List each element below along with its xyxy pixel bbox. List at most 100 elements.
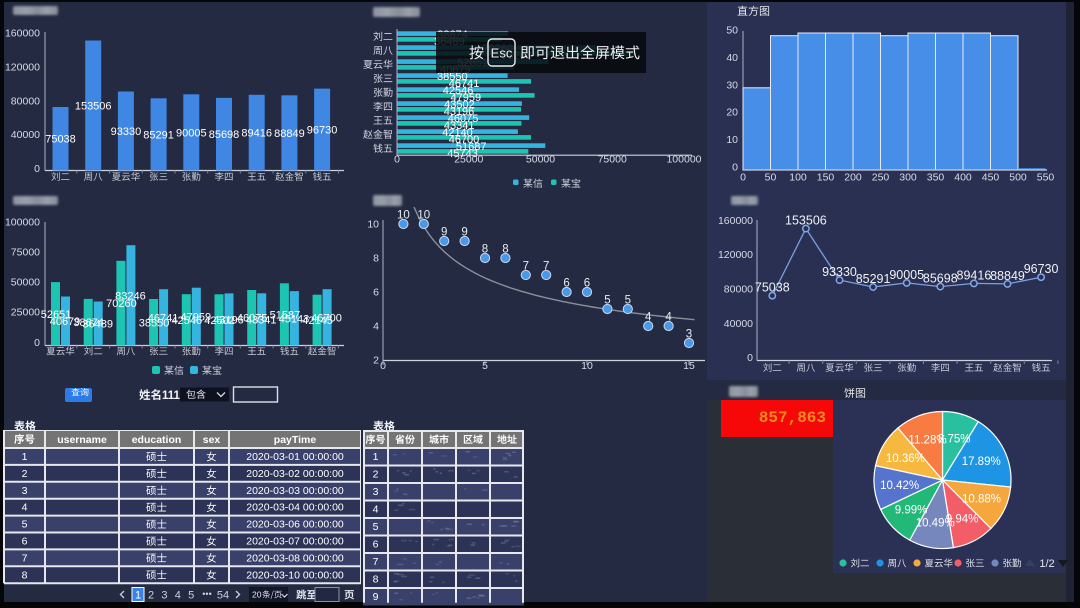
svg-text:42546: 42546 <box>443 85 474 97</box>
svg-text:10.42%: 10.42% <box>880 480 919 492</box>
svg-text:80000: 80000 <box>724 284 753 296</box>
svg-text:2020-03-03 00:00:00: 2020-03-03 00:00:00 <box>246 485 344 497</box>
svg-text:3: 3 <box>161 590 167 602</box>
svg-text:52651: 52651 <box>41 309 72 321</box>
svg-text:46741: 46741 <box>148 312 179 324</box>
svg-text:5: 5 <box>482 360 488 372</box>
svg-text:96730: 96730 <box>307 125 338 137</box>
svg-text:120000: 120000 <box>5 61 40 73</box>
svg-text:15: 15 <box>683 360 695 372</box>
svg-text:10: 10 <box>397 210 410 222</box>
svg-text:93330: 93330 <box>822 265 857 279</box>
svg-text:51587: 51587 <box>270 309 301 321</box>
svg-text:36489: 36489 <box>82 319 113 331</box>
svg-text:38550: 38550 <box>437 71 468 83</box>
svg-text:46700: 46700 <box>449 134 480 146</box>
svg-text:10: 10 <box>367 219 379 231</box>
svg-text:5: 5 <box>625 295 631 307</box>
svg-text:1/2: 1/2 <box>1039 558 1054 570</box>
svg-text:43196: 43196 <box>444 106 475 118</box>
svg-text:2: 2 <box>22 468 28 480</box>
svg-text:8: 8 <box>502 244 508 256</box>
svg-text:0: 0 <box>380 360 386 372</box>
svg-text:89416: 89416 <box>241 128 272 140</box>
svg-text:9.99%: 9.99% <box>895 505 928 517</box>
svg-text:10.49%: 10.49% <box>916 518 955 530</box>
svg-text:42145: 42145 <box>302 315 333 327</box>
svg-text:75038: 75038 <box>755 281 790 295</box>
svg-text:9: 9 <box>461 227 467 239</box>
svg-text:20: 20 <box>726 107 738 119</box>
svg-text:45143: 45143 <box>279 313 310 325</box>
svg-text:8: 8 <box>482 244 488 256</box>
svg-text:2: 2 <box>148 590 154 602</box>
svg-text:40679: 40679 <box>50 316 81 328</box>
svg-text:sex: sex <box>203 434 221 446</box>
svg-text:93330: 93330 <box>111 126 142 138</box>
svg-text:•••: ••• <box>202 589 211 599</box>
svg-text:6: 6 <box>373 539 379 551</box>
svg-text:5: 5 <box>604 295 610 307</box>
svg-text:2020-03-04 00:00:00: 2020-03-04 00:00:00 <box>246 502 344 514</box>
svg-text:85698: 85698 <box>209 129 240 141</box>
svg-text:2020-03-10 00:00:00: 2020-03-10 00:00:00 <box>246 569 344 581</box>
svg-text:75038: 75038 <box>45 134 76 146</box>
svg-text:300: 300 <box>899 172 917 184</box>
svg-text:25000: 25000 <box>454 154 483 166</box>
svg-text:40000: 40000 <box>724 318 753 330</box>
svg-text:8.75%: 8.75% <box>938 434 971 446</box>
svg-text:2: 2 <box>373 469 379 481</box>
svg-text:38674: 38674 <box>73 317 104 329</box>
svg-text:6: 6 <box>22 536 28 548</box>
svg-text:2020-03-02 00:00:00: 2020-03-02 00:00:00 <box>246 468 344 480</box>
svg-text:160000: 160000 <box>5 28 40 40</box>
svg-text:153506: 153506 <box>785 214 827 228</box>
svg-text:11.28%: 11.28% <box>908 435 946 447</box>
svg-text:username: username <box>57 434 107 446</box>
svg-text:500: 500 <box>1009 172 1027 184</box>
svg-text:96730: 96730 <box>1024 262 1059 276</box>
svg-text:25000: 25000 <box>11 307 40 319</box>
svg-text:42502: 42502 <box>204 315 235 327</box>
svg-text:350: 350 <box>927 172 945 184</box>
svg-text:85291: 85291 <box>143 129 174 141</box>
svg-text:46700: 46700 <box>311 312 342 324</box>
svg-text:400: 400 <box>954 172 972 184</box>
svg-text:10: 10 <box>726 134 738 146</box>
svg-text:88849: 88849 <box>990 269 1025 283</box>
svg-text:100: 100 <box>789 172 807 184</box>
svg-text:3: 3 <box>373 486 379 498</box>
svg-text:70260: 70260 <box>106 298 137 310</box>
svg-text:4: 4 <box>373 321 379 333</box>
svg-text:89416: 89416 <box>957 268 992 282</box>
svg-text:200: 200 <box>844 172 862 184</box>
svg-text:43341: 43341 <box>246 314 277 326</box>
svg-text:111: 111 <box>162 390 181 402</box>
svg-text:17.89%: 17.89% <box>962 456 1001 468</box>
svg-text:payTime: payTime <box>274 434 317 446</box>
svg-text:5: 5 <box>373 521 379 533</box>
svg-text:30: 30 <box>726 79 738 91</box>
svg-text:0: 0 <box>747 352 753 364</box>
svg-text:100000: 100000 <box>666 154 701 166</box>
svg-text:38550: 38550 <box>139 317 170 329</box>
svg-text:20: 20 <box>252 590 262 600</box>
svg-text:3: 3 <box>22 485 28 497</box>
svg-text:90005: 90005 <box>176 127 207 139</box>
svg-text:5: 5 <box>22 519 28 531</box>
svg-text:50: 50 <box>765 172 777 184</box>
svg-text:83246: 83246 <box>115 290 146 302</box>
svg-text:75000: 75000 <box>11 247 40 259</box>
svg-text:100000: 100000 <box>5 217 40 229</box>
svg-text:2020-03-01 00:00:00: 2020-03-01 00:00:00 <box>246 451 344 463</box>
svg-text:6: 6 <box>563 278 569 290</box>
svg-text:43196: 43196 <box>213 315 244 327</box>
svg-text:43502: 43502 <box>444 99 475 111</box>
svg-text:2020-03-07 00:00:00: 2020-03-07 00:00:00 <box>246 536 344 548</box>
svg-text:85698: 85698 <box>923 272 958 286</box>
svg-text:10: 10 <box>581 360 593 372</box>
svg-text:4: 4 <box>373 504 379 516</box>
svg-text:10.88%: 10.88% <box>962 494 1001 506</box>
svg-text:42140: 42140 <box>442 127 473 139</box>
svg-text:2020-03-06 00:00:00: 2020-03-06 00:00:00 <box>246 519 344 531</box>
